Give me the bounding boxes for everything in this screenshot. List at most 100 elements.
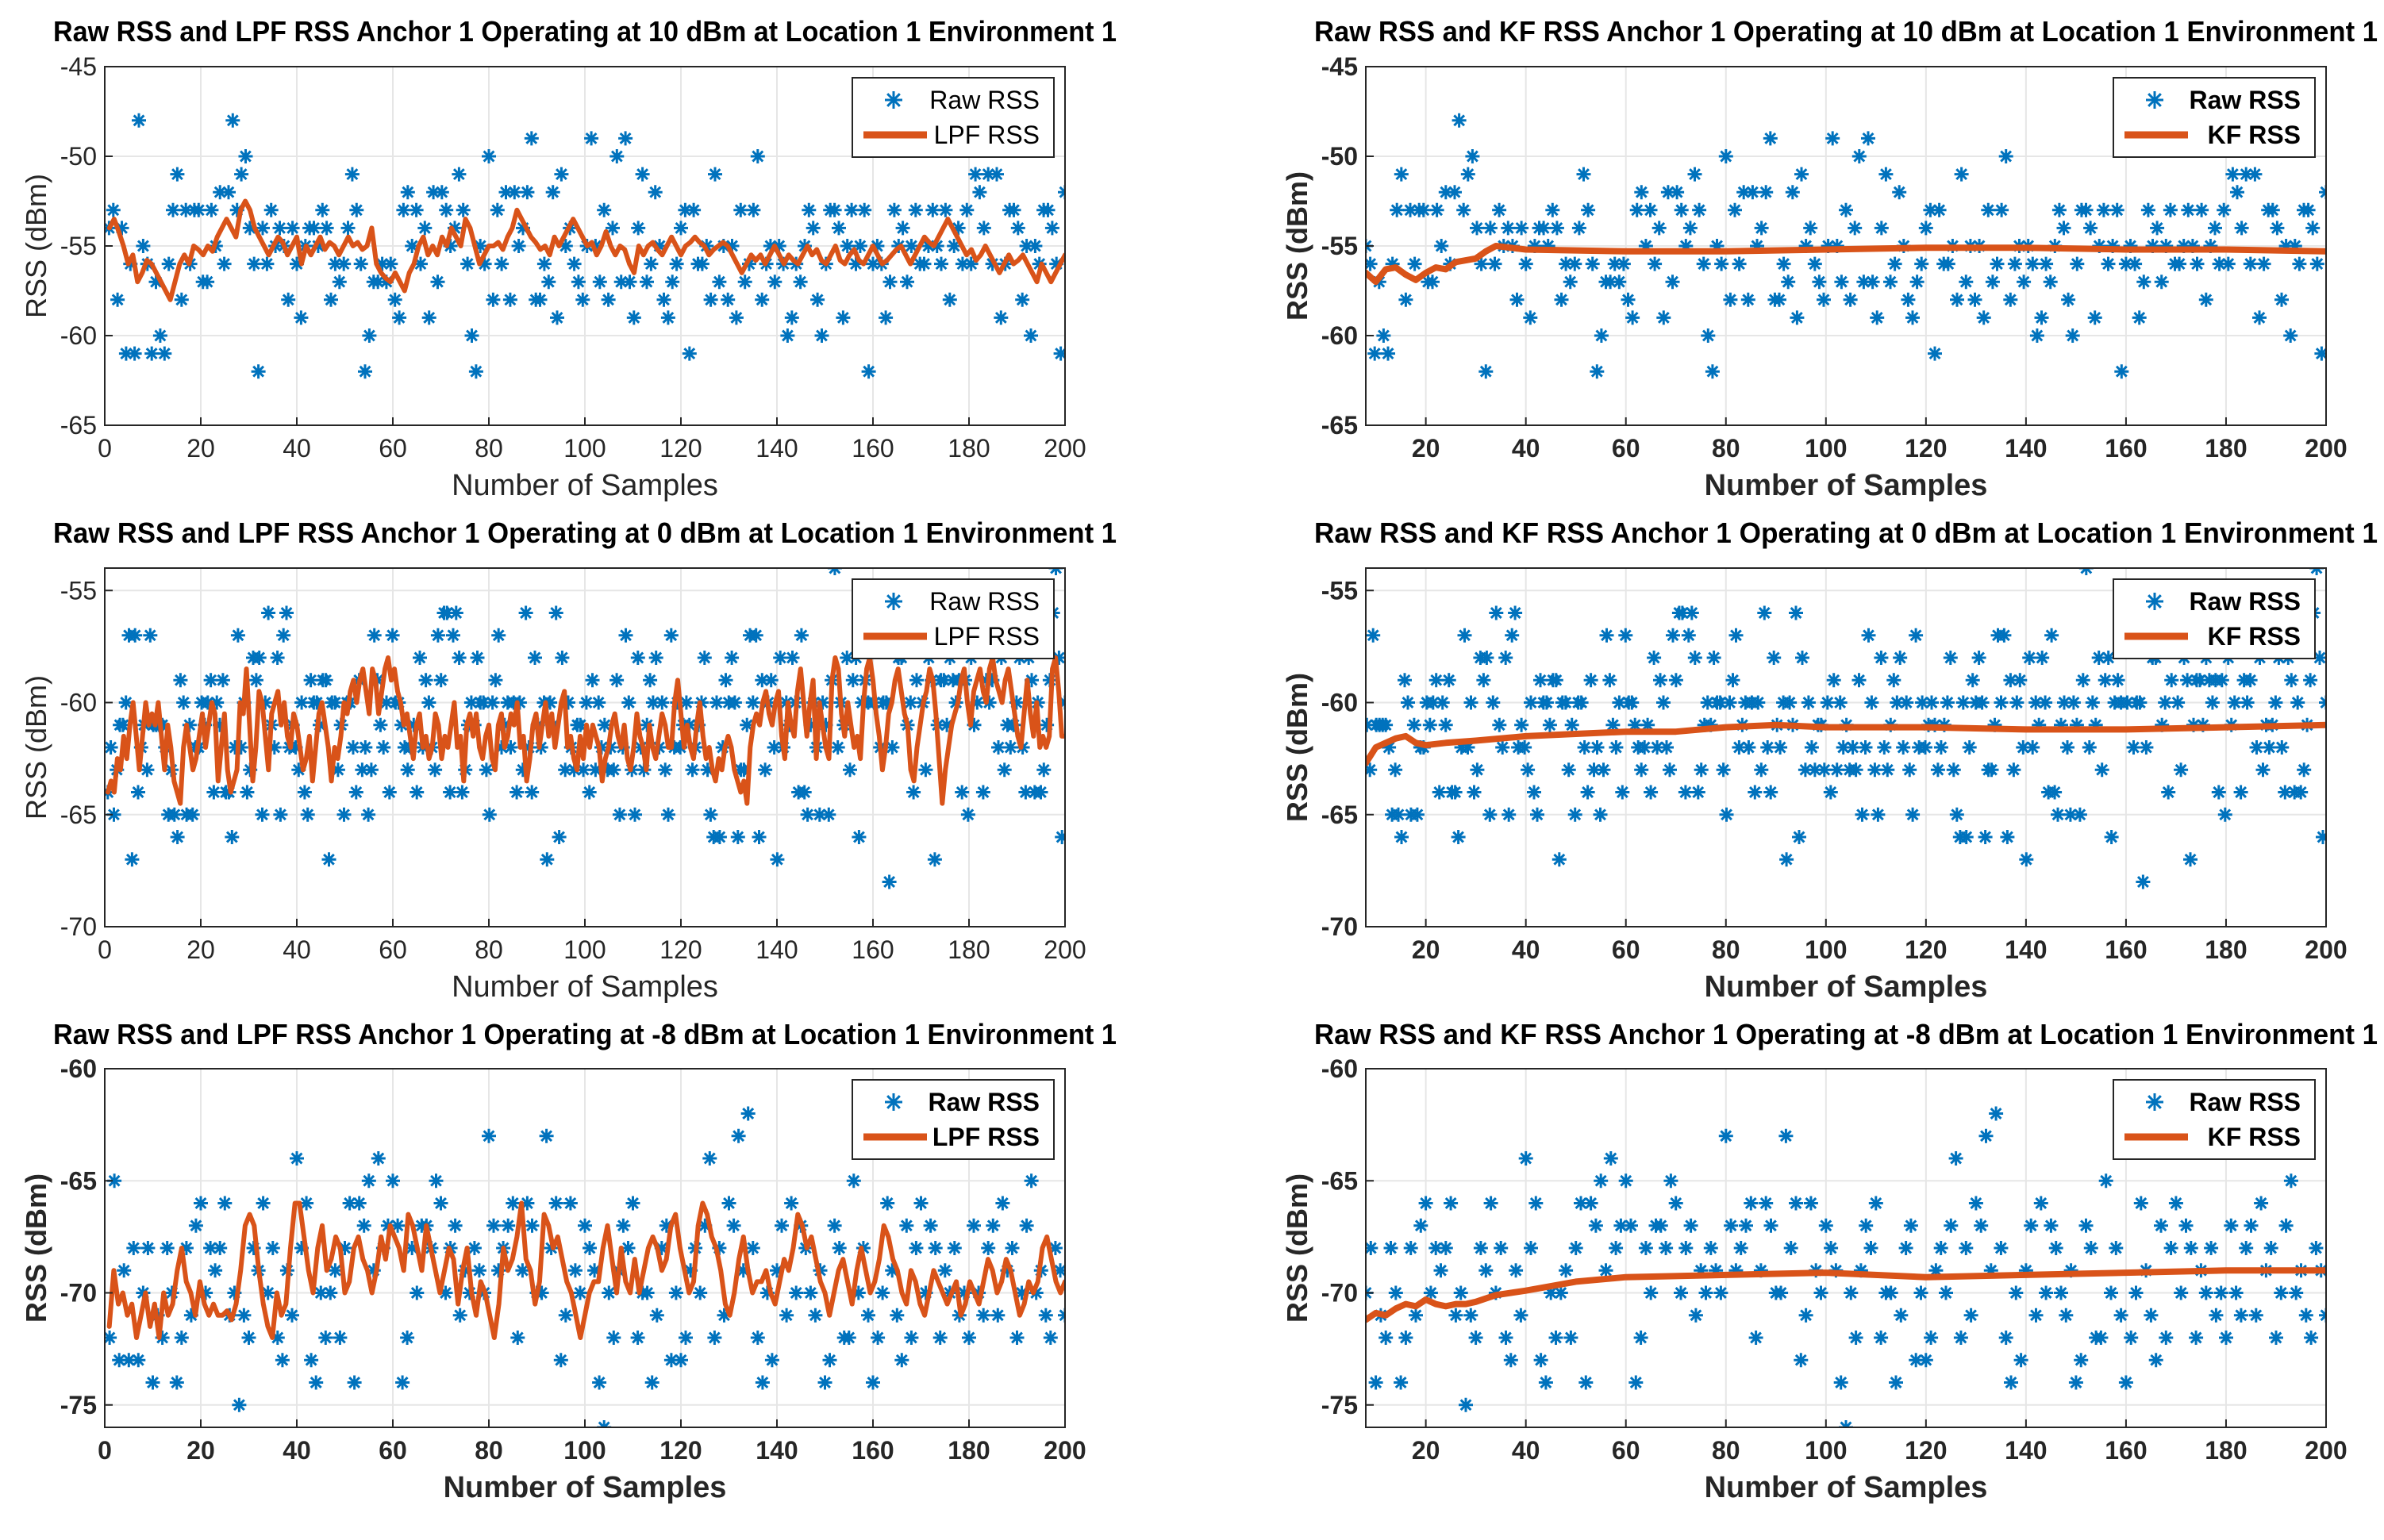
raw-rss-point [740, 1106, 756, 1121]
raw-rss-point [697, 651, 712, 665]
raw-rss-point [515, 762, 530, 778]
raw-rss-point [361, 1173, 376, 1189]
raw-rss-point [1902, 762, 1917, 778]
raw-rss-point [400, 1331, 415, 1345]
raw-rss-point [520, 185, 535, 200]
raw-rss-point [908, 202, 923, 217]
raw-rss-point [2051, 202, 2067, 217]
raw-rss-point [612, 807, 627, 822]
raw-rss-point [656, 292, 671, 307]
raw-rss-point [179, 1241, 194, 1255]
raw-rss-point [2024, 1218, 2039, 1233]
raw-rss-point [1998, 1331, 2013, 1345]
raw-rss-point [430, 628, 445, 643]
raw-rss-point [997, 762, 1012, 778]
raw-rss-point [736, 1263, 751, 1278]
raw-rss-point [1932, 202, 1947, 217]
raw-rss-point [2094, 1331, 2109, 1345]
raw-rss-point [698, 1218, 713, 1233]
raw-rss-point [886, 202, 902, 217]
raw-rss-point [628, 807, 642, 822]
raw-rss-point [405, 239, 420, 253]
raw-rss-point [1536, 221, 1552, 236]
raw-rss-point [276, 628, 291, 643]
raw-rss-point [1965, 673, 1980, 688]
ticks: 0 20 40 60 80 100 120 140 160 180 200 -70 -65 -60 -55 [60, 576, 1086, 964]
y-tick-label: -60 [1321, 321, 1358, 350]
raw-rss-point [955, 256, 970, 271]
legend: Raw RSS LPF RSS [852, 1079, 1055, 1160]
raw-rss-point [606, 221, 620, 236]
raw-rss-point [167, 807, 182, 822]
raw-rss-point [1880, 762, 1895, 778]
raw-rss-point [1629, 202, 1644, 217]
raw-rss-point [550, 310, 564, 325]
raw-rss-point [1014, 1285, 1029, 1300]
raw-rss-point [2161, 785, 2176, 800]
x-tick-label: 120 [1905, 1436, 1947, 1465]
raw-rss-point [1009, 1331, 1025, 1345]
data-layer [105, 113, 1065, 379]
raw-rss-point [1044, 221, 1059, 236]
raw-rss-point [2016, 740, 2031, 755]
raw-rss-point [2054, 717, 2068, 732]
raw-rss-point [525, 785, 540, 800]
raw-rss-point [670, 695, 685, 710]
raw-rss-point [2032, 717, 2047, 732]
raw-rss-point [2109, 1241, 2124, 1255]
raw-rss-point [456, 202, 471, 217]
raw-rss-point [668, 1285, 683, 1300]
raw-rss-point [194, 1196, 208, 1211]
legend-filtered-label: LPF RSS [934, 622, 1040, 651]
raw-rss-point [118, 346, 133, 361]
raw-rss-point [2213, 1285, 2228, 1300]
raw-rss-point [1696, 256, 1711, 271]
raw-rss-point [1444, 1196, 1459, 1211]
filtered-rss-line [1366, 721, 2326, 766]
y-tick-label: -65 [1321, 801, 1358, 829]
raw-rss-point [2043, 275, 2058, 290]
raw-rss-point [309, 1375, 324, 1390]
raw-rss-point [1482, 221, 1498, 236]
raw-rss-point [721, 292, 736, 307]
raw-rss-point [2214, 673, 2229, 688]
raw-rss-point [770, 1263, 784, 1278]
raw-rss-point [1829, 762, 1844, 778]
raw-rss-point [971, 1285, 986, 1300]
raw-rss-point [900, 275, 914, 290]
raw-rss-point [1590, 364, 1605, 379]
x-tick-label: 80 [1712, 935, 1740, 964]
raw-rss-point [1913, 1285, 1928, 1300]
raw-rss-point [558, 239, 573, 253]
x-tick-label: 40 [1512, 1436, 1540, 1465]
raw-rss-point [2120, 695, 2135, 710]
raw-rss-point [1398, 292, 1413, 307]
raw-rss-point [1678, 239, 1694, 253]
raw-rss-point [2303, 673, 2318, 688]
x-tick-label: 160 [2105, 434, 2147, 463]
raw-rss-point [2009, 695, 2024, 710]
raw-rss-point [2209, 1308, 2224, 1323]
ticks: 0 20 40 60 80 100 120 140 160 180 200 -75 -70 -65 -60 [60, 1054, 1086, 1465]
raw-rss-point [775, 1218, 789, 1233]
raw-rss-point [982, 695, 997, 710]
raw-rss-point [1538, 1375, 1553, 1390]
raw-rss-point [2243, 256, 2258, 271]
raw-rss-point [2078, 202, 2094, 217]
y-axis-label: RSS (dBm) [1281, 1173, 1313, 1323]
raw-rss-point [904, 239, 919, 253]
raw-rss-point [947, 1241, 962, 1255]
raw-rss-point [256, 1196, 271, 1211]
raw-rss-point [555, 651, 570, 665]
raw-rss-point [528, 651, 542, 665]
raw-rss-point [725, 239, 740, 253]
raw-rss-point [2263, 1241, 2278, 1255]
x-tick-label: 80 [475, 935, 503, 964]
raw-rss-point [2110, 673, 2125, 688]
raw-rss-point [1789, 605, 1803, 620]
raw-rss-point [548, 605, 563, 620]
raw-rss-point [685, 762, 700, 778]
raw-rss-point [1653, 673, 1667, 688]
x-tick-label: 60 [1612, 935, 1640, 964]
raw-rss-point [203, 1241, 218, 1255]
